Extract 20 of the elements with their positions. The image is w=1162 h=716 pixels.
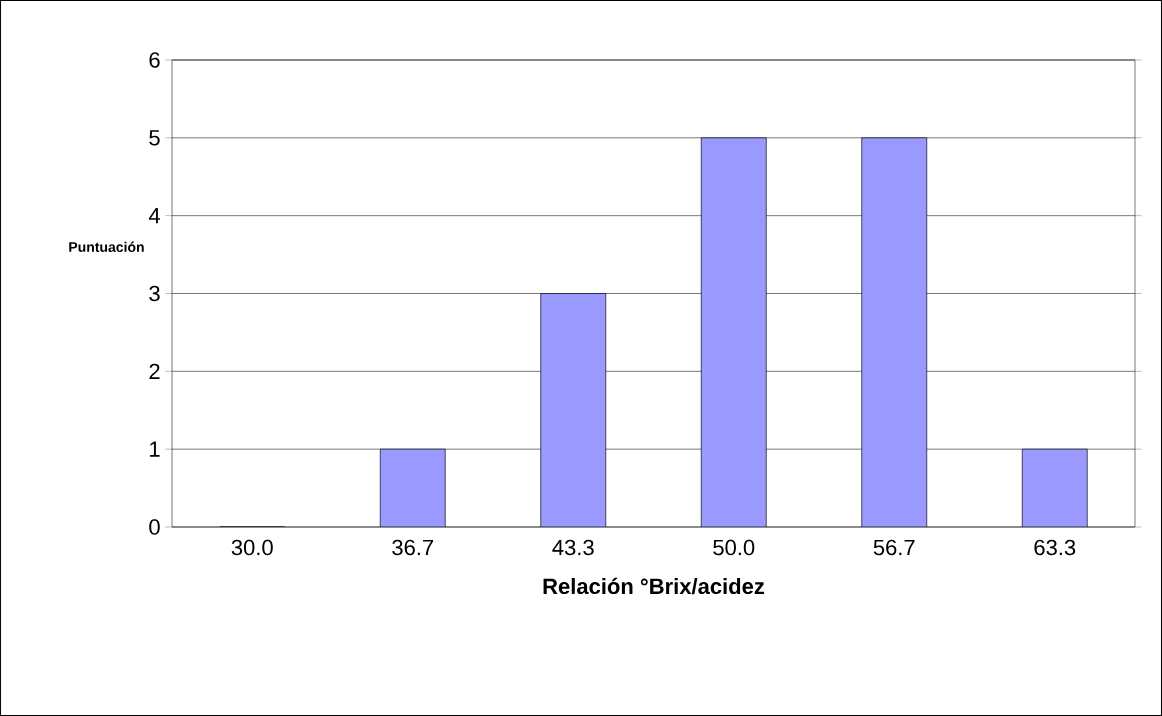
x-tick-label: 56.7 [873,539,915,556]
bar [379,448,446,527]
y-tick-label: 4 [148,208,160,224]
y-axis-title: Puntuación [69,241,144,252]
y-tick-label: 1 [150,441,160,457]
y-tick-label: 2 [149,363,160,379]
y-tick-label: 5 [149,130,160,146]
x-tick-label: 43.3 [552,539,594,556]
bar [861,137,928,527]
x-axis-title: Relación °Brix/acidez [543,577,765,595]
x-tick-label: 30.0 [231,539,273,556]
y-tick-label: 3 [149,285,160,302]
bar [540,293,607,527]
x-tick-label: 50.0 [713,539,755,556]
y-tick-label: 6 [149,52,160,68]
x-tick-label: 36.7 [392,539,434,556]
bar [1021,448,1088,527]
x-tick-label: 63.3 [1034,539,1076,556]
bar [700,137,767,527]
y-tick-label: 0 [149,519,160,535]
